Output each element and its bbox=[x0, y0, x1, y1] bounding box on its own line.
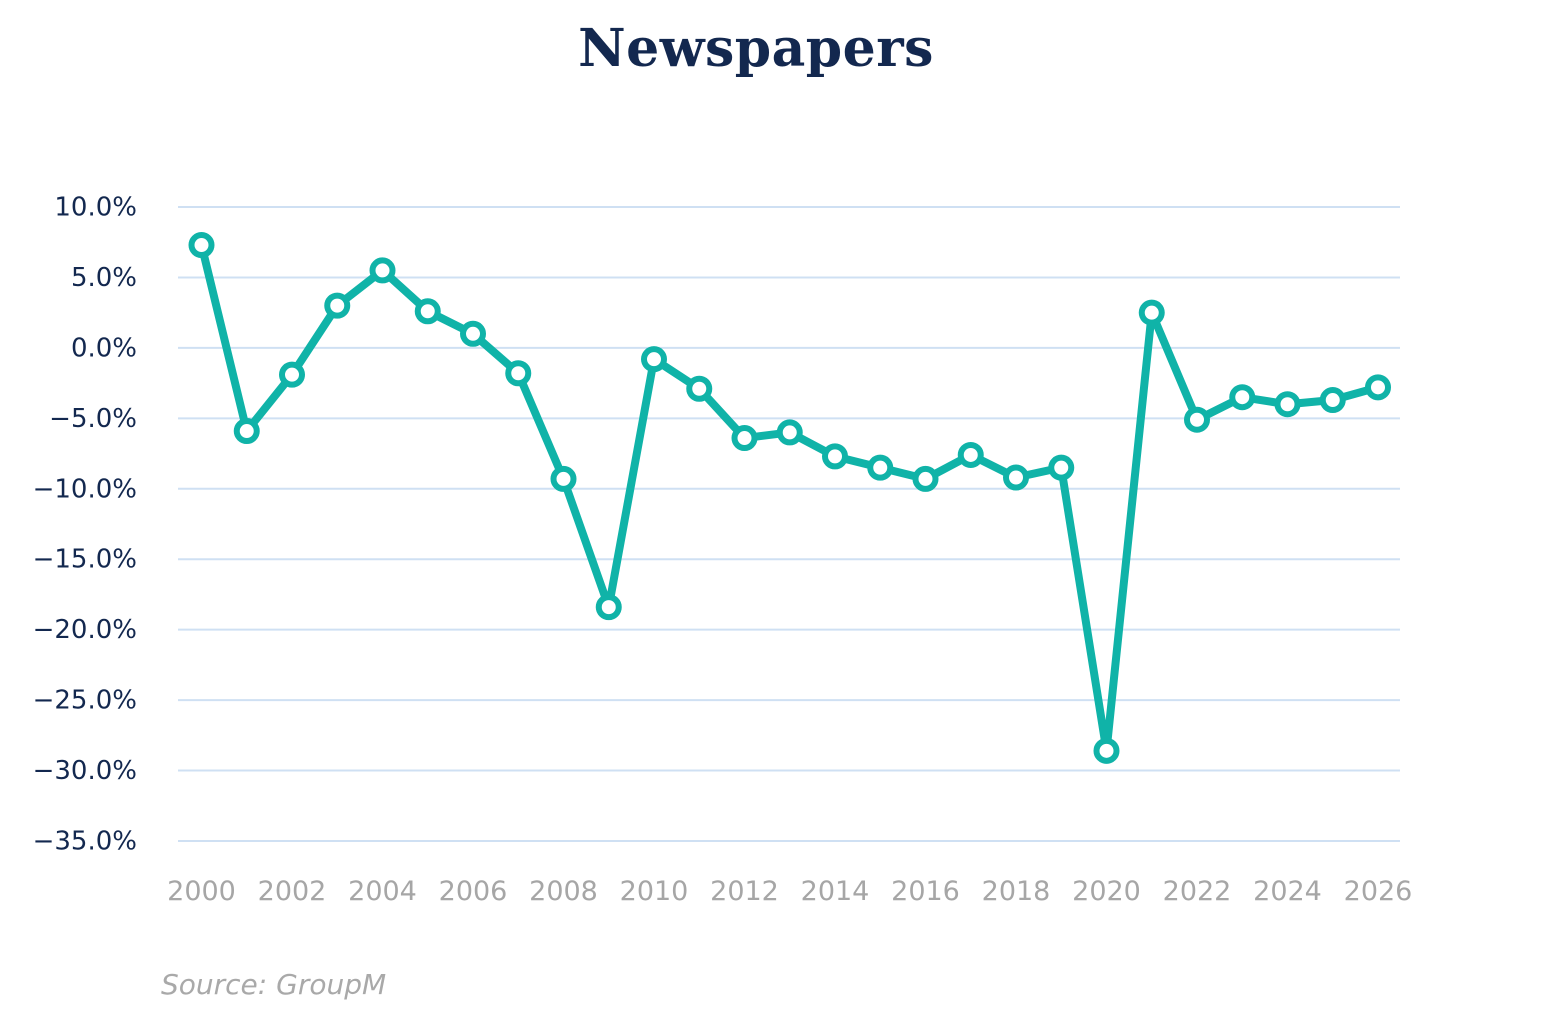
data-point bbox=[460, 320, 486, 347]
y-tick-label: −5.0% bbox=[49, 404, 137, 434]
data-series bbox=[188, 232, 1391, 764]
data-point bbox=[1365, 374, 1391, 401]
data-point bbox=[822, 443, 848, 470]
data-point bbox=[369, 257, 396, 284]
gridlines bbox=[178, 206, 1400, 842]
y-tick-label: −30.0% bbox=[33, 756, 137, 786]
data-point bbox=[1184, 406, 1210, 433]
data-point bbox=[550, 465, 577, 492]
data-point bbox=[1319, 387, 1346, 414]
x-tick-label: 2000 bbox=[167, 876, 236, 907]
y-tick-label: −15.0% bbox=[33, 545, 137, 575]
data-point bbox=[1003, 464, 1029, 491]
data-point bbox=[188, 232, 215, 259]
x-tick-label: 2014 bbox=[801, 876, 870, 907]
y-axis-tick-labels: 10.0% 5.0% 0.0% −5.0% −10.0% −15.0% −20.0% −25.… bbox=[33, 193, 137, 857]
x-tick-label: 2024 bbox=[1253, 876, 1322, 907]
x-tick-label: 2002 bbox=[258, 876, 327, 907]
data-point bbox=[731, 425, 758, 452]
data-point bbox=[1274, 391, 1301, 418]
y-tick-label: −25.0% bbox=[33, 686, 137, 716]
y-tick-label: 0.0% bbox=[71, 333, 137, 363]
data-point bbox=[957, 441, 984, 468]
x-tick-label: 2004 bbox=[348, 876, 417, 907]
data-point bbox=[414, 298, 441, 325]
y-tick-label: 10.0% bbox=[54, 193, 137, 223]
x-axis-tick-labels: 2000 2002 2004 2006 2008 2010 2012 2014 2016 2018… bbox=[167, 876, 1412, 907]
data-point bbox=[867, 454, 894, 481]
chart-title: Newspapers bbox=[578, 18, 934, 79]
data-point bbox=[324, 292, 351, 319]
y-tick-label: 5.0% bbox=[71, 263, 137, 293]
data-point bbox=[233, 418, 260, 445]
data-point bbox=[1138, 299, 1165, 326]
x-tick-label: 2012 bbox=[710, 876, 779, 907]
data-point bbox=[279, 361, 305, 388]
data-point bbox=[595, 594, 622, 621]
x-tick-label: 2016 bbox=[891, 876, 960, 907]
x-tick-label: 2008 bbox=[529, 876, 598, 907]
data-point bbox=[1048, 454, 1075, 481]
x-tick-label: 2020 bbox=[1072, 876, 1141, 907]
series-line bbox=[197, 241, 1382, 755]
x-tick-label: 2022 bbox=[1163, 876, 1232, 907]
x-tick-label: 2010 bbox=[620, 876, 689, 907]
data-point bbox=[686, 375, 713, 402]
x-tick-label: 2026 bbox=[1344, 876, 1413, 907]
data-point bbox=[641, 346, 667, 373]
y-tick-label: −20.0% bbox=[33, 615, 137, 645]
source-note: Source: GroupM bbox=[161, 968, 387, 1001]
data-point bbox=[776, 419, 803, 446]
data-point bbox=[1229, 384, 1256, 411]
data-point bbox=[505, 360, 532, 387]
y-tick-label: −35.0% bbox=[33, 827, 137, 857]
x-tick-label: 2006 bbox=[439, 876, 508, 907]
x-tick-label: 2018 bbox=[982, 876, 1051, 907]
data-point bbox=[1093, 737, 1120, 764]
data-point bbox=[912, 465, 939, 492]
y-tick-label: −10.0% bbox=[33, 474, 137, 504]
